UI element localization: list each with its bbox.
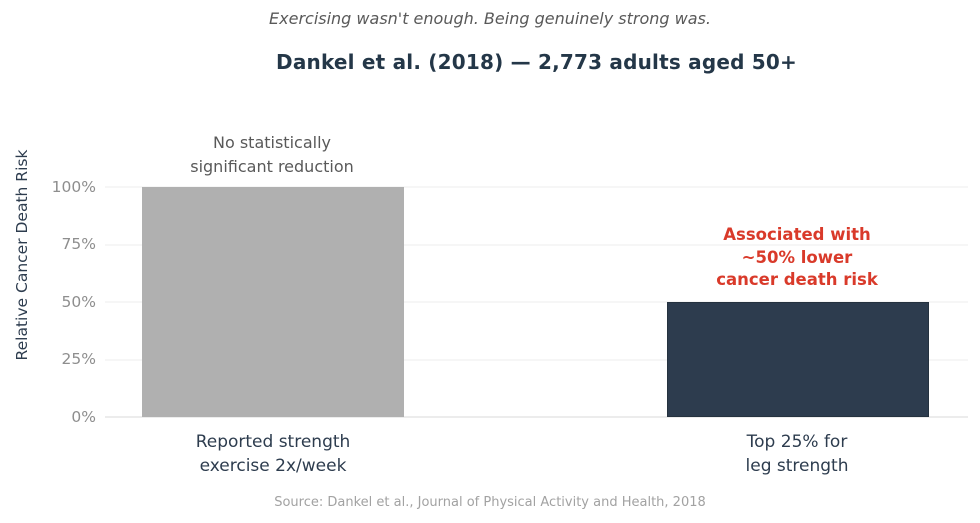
gridline (105, 416, 968, 418)
y-tick-label: 100% (51, 177, 96, 196)
y-tick-label: 25% (61, 349, 96, 368)
gridline (105, 244, 968, 245)
annotation-lower-cancer-death-risk: Associated with ~50% lower cancer death … (716, 225, 878, 289)
gridline (105, 301, 968, 303)
chart-title: Dankel et al. (2018) — 2,773 adults aged… (276, 50, 797, 74)
gridline (105, 359, 968, 360)
bar-top-leg-strength (667, 302, 929, 417)
y-tick-label: 75% (61, 234, 96, 253)
source-caption: Source: Dankel et al., Journal of Physic… (274, 495, 706, 510)
x-tick-label-leg-strength: Top 25% for leg strength (745, 432, 849, 476)
chart-subtitle: Exercising wasn't enough. Being genuinel… (269, 9, 711, 28)
y-axis-title: Relative Cancer Death Risk (13, 149, 31, 361)
plot-area: 0% 25% 50% 75% 100% (52, 179, 968, 424)
y-tick-label: 0% (71, 407, 96, 426)
x-tick-label-reported-exercise: Reported strength exercise 2x/week (195, 432, 351, 476)
gridline (105, 186, 968, 188)
bar-reported-exercise (142, 187, 404, 417)
annotation-no-significant-reduction: No statistically significant reduction (190, 133, 354, 176)
y-tick-label: 50% (61, 292, 96, 311)
